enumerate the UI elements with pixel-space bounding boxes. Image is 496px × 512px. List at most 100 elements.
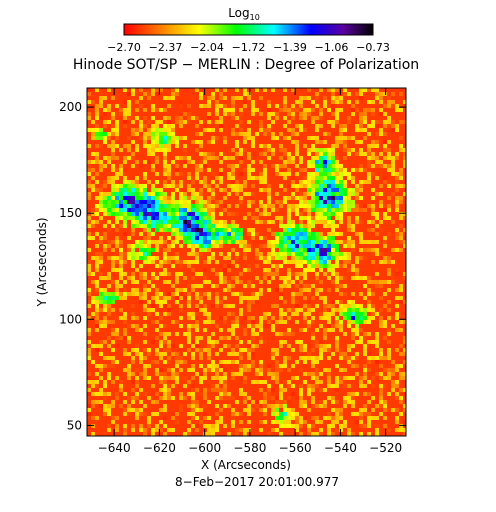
heatmap-cell [323, 164, 327, 168]
heatmap-cell [235, 144, 239, 148]
heatmap-cell [123, 332, 127, 336]
heatmap-cell [143, 288, 147, 292]
heatmap-cell [247, 156, 251, 160]
heatmap-cell [347, 220, 351, 224]
heatmap-cell [375, 96, 379, 100]
heatmap-cell [167, 332, 171, 336]
heatmap-cell [219, 124, 223, 128]
heatmap-cell [159, 368, 163, 372]
heatmap-cell [187, 324, 191, 328]
heatmap-cell [359, 92, 363, 96]
heatmap-cell [371, 88, 375, 92]
heatmap-cell [207, 168, 211, 172]
heatmap-cell [163, 252, 167, 256]
heatmap-cell [155, 216, 159, 220]
heatmap-cell [347, 316, 351, 320]
heatmap-cell [287, 108, 291, 112]
heatmap-cell [95, 124, 99, 128]
heatmap-cell [191, 232, 195, 236]
heatmap-cell [323, 96, 327, 100]
heatmap-cell [87, 264, 91, 268]
heatmap-cell [275, 192, 279, 196]
heatmap-cell [219, 160, 223, 164]
heatmap-cell [311, 340, 315, 344]
heatmap-cell [363, 112, 367, 116]
heatmap-cell [359, 412, 363, 416]
heatmap-cell [143, 308, 147, 312]
heatmap-cell [247, 364, 251, 368]
heatmap-cell [115, 124, 119, 128]
heatmap-cell [155, 188, 159, 192]
heatmap-cell [263, 268, 267, 272]
heatmap-cell [167, 392, 171, 396]
heatmap-cell [171, 128, 175, 132]
heatmap-cell [267, 112, 271, 116]
heatmap-cell [167, 428, 171, 432]
heatmap-cell [143, 192, 147, 196]
heatmap-cell [251, 168, 255, 172]
heatmap-cell [271, 328, 275, 332]
heatmap-cell [363, 332, 367, 336]
heatmap-cell [127, 196, 131, 200]
heatmap-cell [283, 308, 287, 312]
heatmap-cell [395, 272, 399, 276]
heatmap-cell [107, 304, 111, 308]
heatmap-cell [379, 316, 383, 320]
heatmap-cell [111, 360, 115, 364]
heatmap-cell [295, 340, 299, 344]
heatmap-cell [231, 232, 235, 236]
heatmap-cell [175, 136, 179, 140]
heatmap-cell [235, 400, 239, 404]
heatmap-cell [283, 284, 287, 288]
heatmap-cell [239, 428, 243, 432]
heatmap-cell [315, 96, 319, 100]
heatmap-cell [143, 364, 147, 368]
heatmap-cell [343, 376, 347, 380]
heatmap-cell [327, 188, 331, 192]
heatmap-cell [403, 372, 406, 376]
heatmap-cell [311, 432, 315, 436]
heatmap-cell [111, 264, 115, 268]
heatmap-cell [163, 388, 167, 392]
heatmap-cell [123, 168, 127, 172]
heatmap-cell [287, 184, 291, 188]
heatmap-cell [183, 228, 187, 232]
heatmap-cell [95, 212, 99, 216]
heatmap-cell [391, 156, 395, 160]
heatmap-cell [327, 160, 331, 164]
heatmap-cell [143, 428, 147, 432]
heatmap-cell [207, 112, 211, 116]
heatmap-cell [155, 196, 159, 200]
heatmap-cell [135, 184, 139, 188]
heatmap-cell [171, 292, 175, 296]
heatmap-cell [99, 324, 103, 328]
heatmap-cell [347, 236, 351, 240]
heatmap-cell [255, 332, 259, 336]
heatmap-cell [227, 164, 231, 168]
heatmap-cell [367, 392, 371, 396]
heatmap-cell [299, 396, 303, 400]
heatmap-cell [199, 140, 203, 144]
heatmap-cell [315, 220, 319, 224]
heatmap-cell [319, 340, 323, 344]
heatmap-cell [239, 184, 243, 188]
heatmap-cell [343, 396, 347, 400]
heatmap-cell [359, 416, 363, 420]
heatmap-cell [327, 372, 331, 376]
heatmap-cell [319, 236, 323, 240]
heatmap-cell [367, 176, 371, 180]
heatmap-cell [307, 112, 311, 116]
heatmap-cell [143, 236, 147, 240]
heatmap-cell [215, 112, 219, 116]
heatmap-cell [195, 208, 199, 212]
heatmap-cell [383, 136, 387, 140]
heatmap-cell [315, 420, 319, 424]
heatmap-cell [231, 412, 235, 416]
heatmap-cell [207, 196, 211, 200]
heatmap-cell [171, 244, 175, 248]
heatmap-cell [251, 344, 255, 348]
heatmap-cell [103, 120, 107, 124]
heatmap-cell [251, 176, 255, 180]
heatmap-cell [379, 204, 383, 208]
heatmap-cell [255, 132, 259, 136]
